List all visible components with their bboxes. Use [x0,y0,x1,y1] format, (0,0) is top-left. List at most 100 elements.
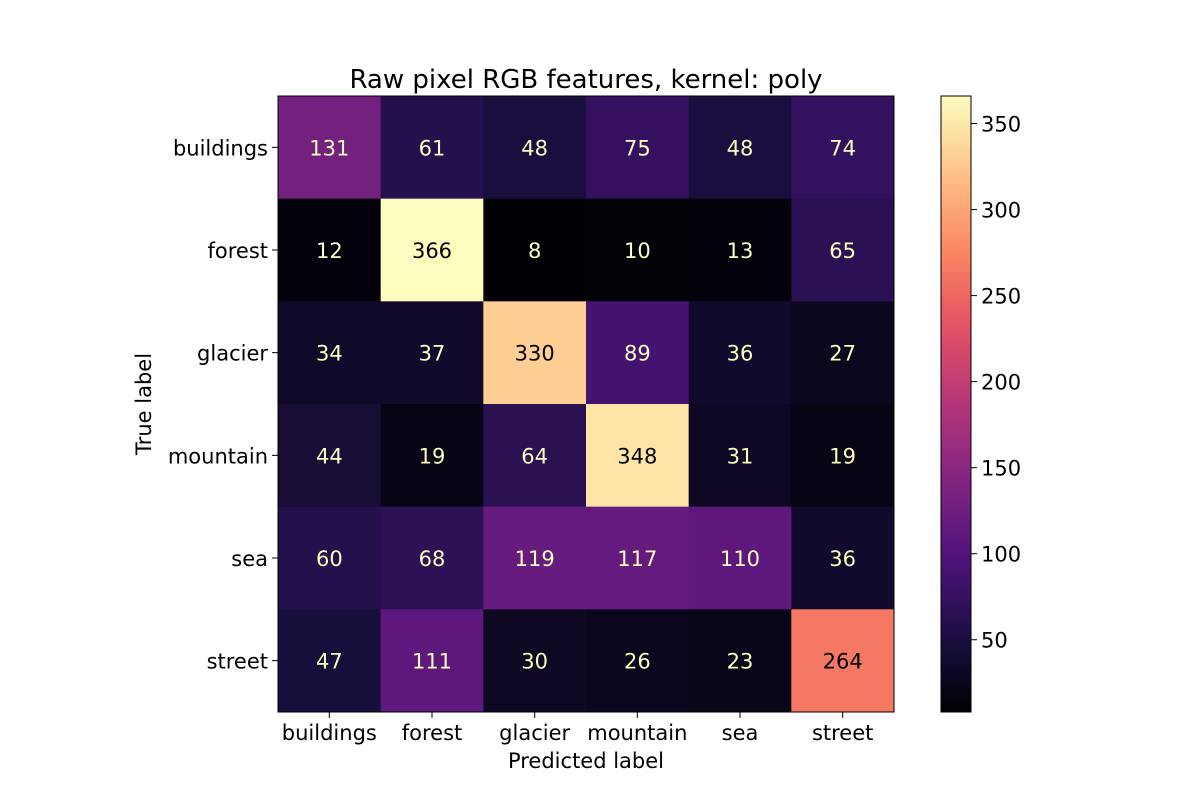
colorbar-gradient [941,96,971,712]
x-tick-label: buildings [282,721,377,745]
heatmap-cell [586,301,690,405]
x-tick-label: mountain [587,721,687,745]
cell-value-label: 26 [624,650,651,674]
cell-value-label: 48 [727,136,754,160]
cell-value-label: 348 [617,444,657,468]
cell-value-label: 61 [419,136,446,160]
heatmap-cell [380,506,484,610]
heatmap-cell [791,96,895,200]
cell-value-label: 48 [521,136,548,160]
cell-value-label: 68 [419,547,446,571]
cell-value-label: 13 [727,239,754,263]
colorbar-tick-label: 300 [981,199,1021,223]
heatmap-cell [791,404,895,508]
cell-value-label: 10 [624,239,651,263]
heatmap-cell [688,96,792,200]
heatmap-cell [586,96,690,200]
cell-value-label: 110 [720,547,760,571]
heatmap-cell [688,198,792,302]
y-tick-label: street [207,650,268,674]
heatmap-cell [278,506,382,610]
cell-value-label: 8 [528,239,541,263]
cell-value-label: 36 [727,342,754,366]
cell-value-label: 23 [727,650,754,674]
heatmap-cell [791,609,895,713]
heatmap-cell [586,609,690,713]
colorbar-tick-label: 250 [981,285,1021,309]
cell-value-label: 65 [829,239,856,263]
x-tick-label: glacier [499,721,570,745]
cell-value-label: 75 [624,136,651,160]
heatmap-cell [688,404,792,508]
cell-value-label: 37 [419,342,446,366]
cell-value-label: 12 [316,239,343,263]
cell-value-label: 36 [829,547,856,571]
y-tick-label: sea [231,547,268,571]
colorbar-frame [940,95,972,713]
cell-value-label: 111 [412,650,452,674]
cell-value-label: 131 [309,136,349,160]
heatmap-cell [278,404,382,508]
heatmap-cell [586,198,690,302]
y-tick-label: mountain [168,444,268,468]
heatmap-cell [791,198,895,302]
y-axis-label: True label [132,353,156,456]
x-axis-label: Predicted label [508,749,664,773]
cell-value-label: 117 [617,547,657,571]
y-tick-label: forest [207,239,268,263]
heatmap-cell [483,198,587,302]
cell-value-label: 89 [624,342,651,366]
heatmap-cell [586,506,690,610]
cell-value-label: 34 [316,342,343,366]
x-tick-label: forest [402,721,463,745]
cell-value-label: 64 [521,444,548,468]
heatmap-cell [688,301,792,405]
heatmap-cell [278,96,382,200]
heatmap-cell [380,404,484,508]
heatmap-cell [380,609,484,713]
cell-value-label: 366 [412,239,452,263]
cell-value-label: 60 [316,547,343,571]
heatmap-cell [483,609,587,713]
colorbar-tick-label: 150 [981,457,1021,481]
cell-value-label: 44 [316,444,343,468]
cell-value-label: 119 [515,547,555,571]
heatmap-cell [688,609,792,713]
heatmap-cell [380,96,484,200]
heatmap-cell [688,506,792,610]
heatmap-cell [380,301,484,405]
cell-value-label: 19 [829,444,856,468]
y-tick-label: glacier [197,342,268,366]
colorbar: 50 100 150 200 250 300 350 [940,95,1021,713]
cell-value-label: 264 [823,650,863,674]
heatmap-cell [483,301,587,405]
colorbar-tick-label: 350 [981,113,1021,137]
colorbar-tick-label: 100 [981,543,1021,567]
y-tick-label: buildings [173,136,268,160]
heatmap-cell [278,301,382,405]
colorbar-tick-label: 200 [981,371,1021,395]
cell-value-label: 19 [419,444,446,468]
cell-value-label: 30 [521,650,548,674]
plot-frame [277,95,895,713]
cell-value-label: 27 [829,342,856,366]
heatmap-cell [380,198,484,302]
cell-value-label: 74 [829,136,856,160]
chart-title: Raw pixel RGB features, kernel: poly [349,65,822,95]
heatmap-cell [278,198,382,302]
heatmap-cell [791,506,895,610]
x-tick-label: sea [722,721,759,745]
colorbar-tick-label: 50 [981,629,1008,653]
cell-value-label: 31 [727,444,754,468]
cell-value-label: 330 [515,342,555,366]
cell-value-label: 47 [316,650,343,674]
heatmap-cell [278,609,382,713]
heatmap-cell [586,404,690,508]
heatmap-cell [483,506,587,610]
heatmap-cell [483,404,587,508]
x-tick-label: street [812,721,873,745]
heatmap-cell [483,96,587,200]
heatmap-cell [791,301,895,405]
